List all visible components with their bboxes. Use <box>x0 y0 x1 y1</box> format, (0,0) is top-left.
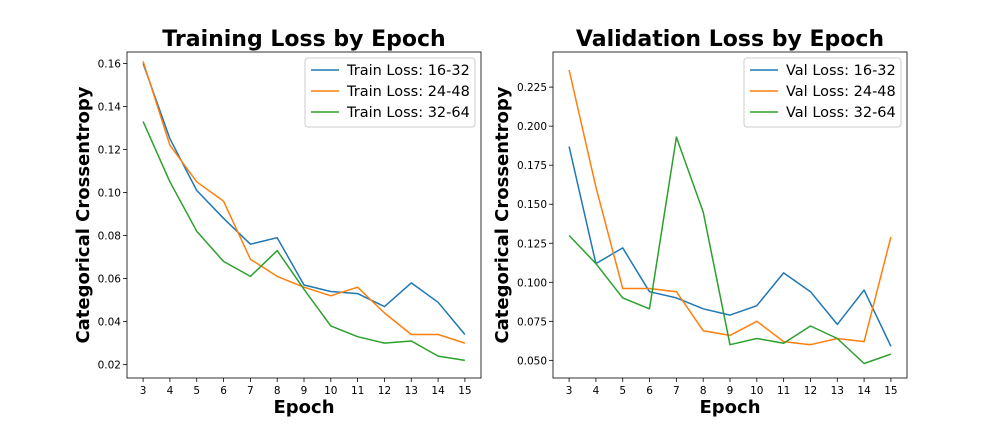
y-tick-label: 0.150 <box>517 199 547 211</box>
legend-label-1: Train Loss: 16-32 <box>346 63 470 79</box>
y-tick-label: 0.10 <box>98 188 121 200</box>
chart-title: Training Loss by Epoch <box>162 27 445 52</box>
x-tick-label: 15 <box>884 385 897 397</box>
x-tick-label: 3 <box>140 385 147 397</box>
series-line-1 <box>142 63 466 335</box>
validation-loss-panel: Validation Loss by Epoch 3 4 5 6 7 8 9 10 11 12 13… <box>492 27 908 418</box>
x-tick-label: 11 <box>351 385 364 397</box>
y-tick-label: 0.02 <box>98 360 121 372</box>
x-tick-label: 6 <box>646 385 653 397</box>
y-axis-label: Categorical Crossentropy <box>492 86 513 343</box>
chart-title: Validation Loss by Epoch <box>576 27 884 52</box>
legend: Train Loss: 16-32 Train Loss: 24-48 Train … <box>304 57 476 128</box>
y-tick-label: 0.075 <box>517 316 547 328</box>
legend-label-3: Train Loss: 32-64 <box>346 105 470 121</box>
series-line-1 <box>568 146 892 347</box>
series-line-3 <box>142 121 466 362</box>
y-tick-label: 0.06 <box>98 274 122 286</box>
x-tick-label: 15 <box>458 385 471 397</box>
x-tick-label: 9 <box>301 385 308 397</box>
x-axis-label: Epoch <box>699 397 760 418</box>
legend: Val Loss: 16-32 Val Loss: 24-48 Val Loss: … <box>743 57 902 128</box>
y-tick-label: 0.14 <box>98 101 122 113</box>
x-tick-label: 14 <box>431 385 445 397</box>
legend-box <box>304 57 476 128</box>
x-tick-label: 8 <box>274 385 281 397</box>
x-tick-label: 11 <box>777 385 790 397</box>
x-axis-label: Epoch <box>273 397 334 418</box>
x-tick-label: 13 <box>831 385 844 397</box>
plot-area: 3 4 5 6 7 8 9 10 11 12 13 14 15 0.050 0.075 0.100 0.125 0… <box>517 51 908 397</box>
legend-label-1: Val Loss: 16-32 <box>786 63 896 79</box>
x-tick-label: 6 <box>220 385 227 397</box>
x-tick-label: 8 <box>700 385 707 397</box>
x-tick-label: 5 <box>619 385 626 397</box>
x-tick-label: 9 <box>727 385 734 397</box>
y-tick-label: 0.12 <box>98 144 121 156</box>
plot-area: 3 4 5 6 7 8 9 10 11 12 13 14 15 0.02 0.04 0.06 0.08 0.10 0… <box>98 51 482 397</box>
y-tick-label: 0.200 <box>517 121 547 133</box>
series-line-3 <box>568 136 892 365</box>
x-tick-label: 12 <box>804 385 817 397</box>
y-tick-label: 0.125 <box>517 238 547 250</box>
y-tick-label: 0.08 <box>98 231 121 243</box>
x-tick-label: 5 <box>193 385 200 397</box>
x-tick-label: 13 <box>405 385 418 397</box>
x-tick-label: 7 <box>247 385 254 397</box>
y-tick-label: 0.175 <box>517 160 547 172</box>
training-loss-panel: Training Loss by Epoch 3 4 5 6 7 8 9 10 11 12 13 14… <box>73 27 482 418</box>
x-tick-label: 7 <box>673 385 680 397</box>
y-tick-label: 0.225 <box>517 82 547 94</box>
x-tick-label: 4 <box>593 385 600 397</box>
legend-label-3: Val Loss: 32-64 <box>786 105 896 121</box>
legend-label-2: Train Loss: 24-48 <box>346 84 470 100</box>
x-tick-label: 4 <box>167 385 174 397</box>
y-tick-label: 0.050 <box>517 355 547 367</box>
legend-label-2: Val Loss: 24-48 <box>786 84 896 100</box>
x-tick-label: 10 <box>750 385 763 397</box>
x-tick-label: 12 <box>378 385 391 397</box>
x-tick-label: 3 <box>566 385 573 397</box>
y-tick-label: 0.100 <box>517 277 547 289</box>
legend-box <box>743 57 902 128</box>
y-axis-label: Categorical Crossentropy <box>73 86 94 343</box>
x-tick-label: 14 <box>857 385 871 397</box>
x-tick-label: 10 <box>324 385 337 397</box>
series-line-2 <box>142 61 466 344</box>
y-tick-label: 0.16 <box>98 58 122 70</box>
y-tick-label: 0.04 <box>98 317 122 329</box>
